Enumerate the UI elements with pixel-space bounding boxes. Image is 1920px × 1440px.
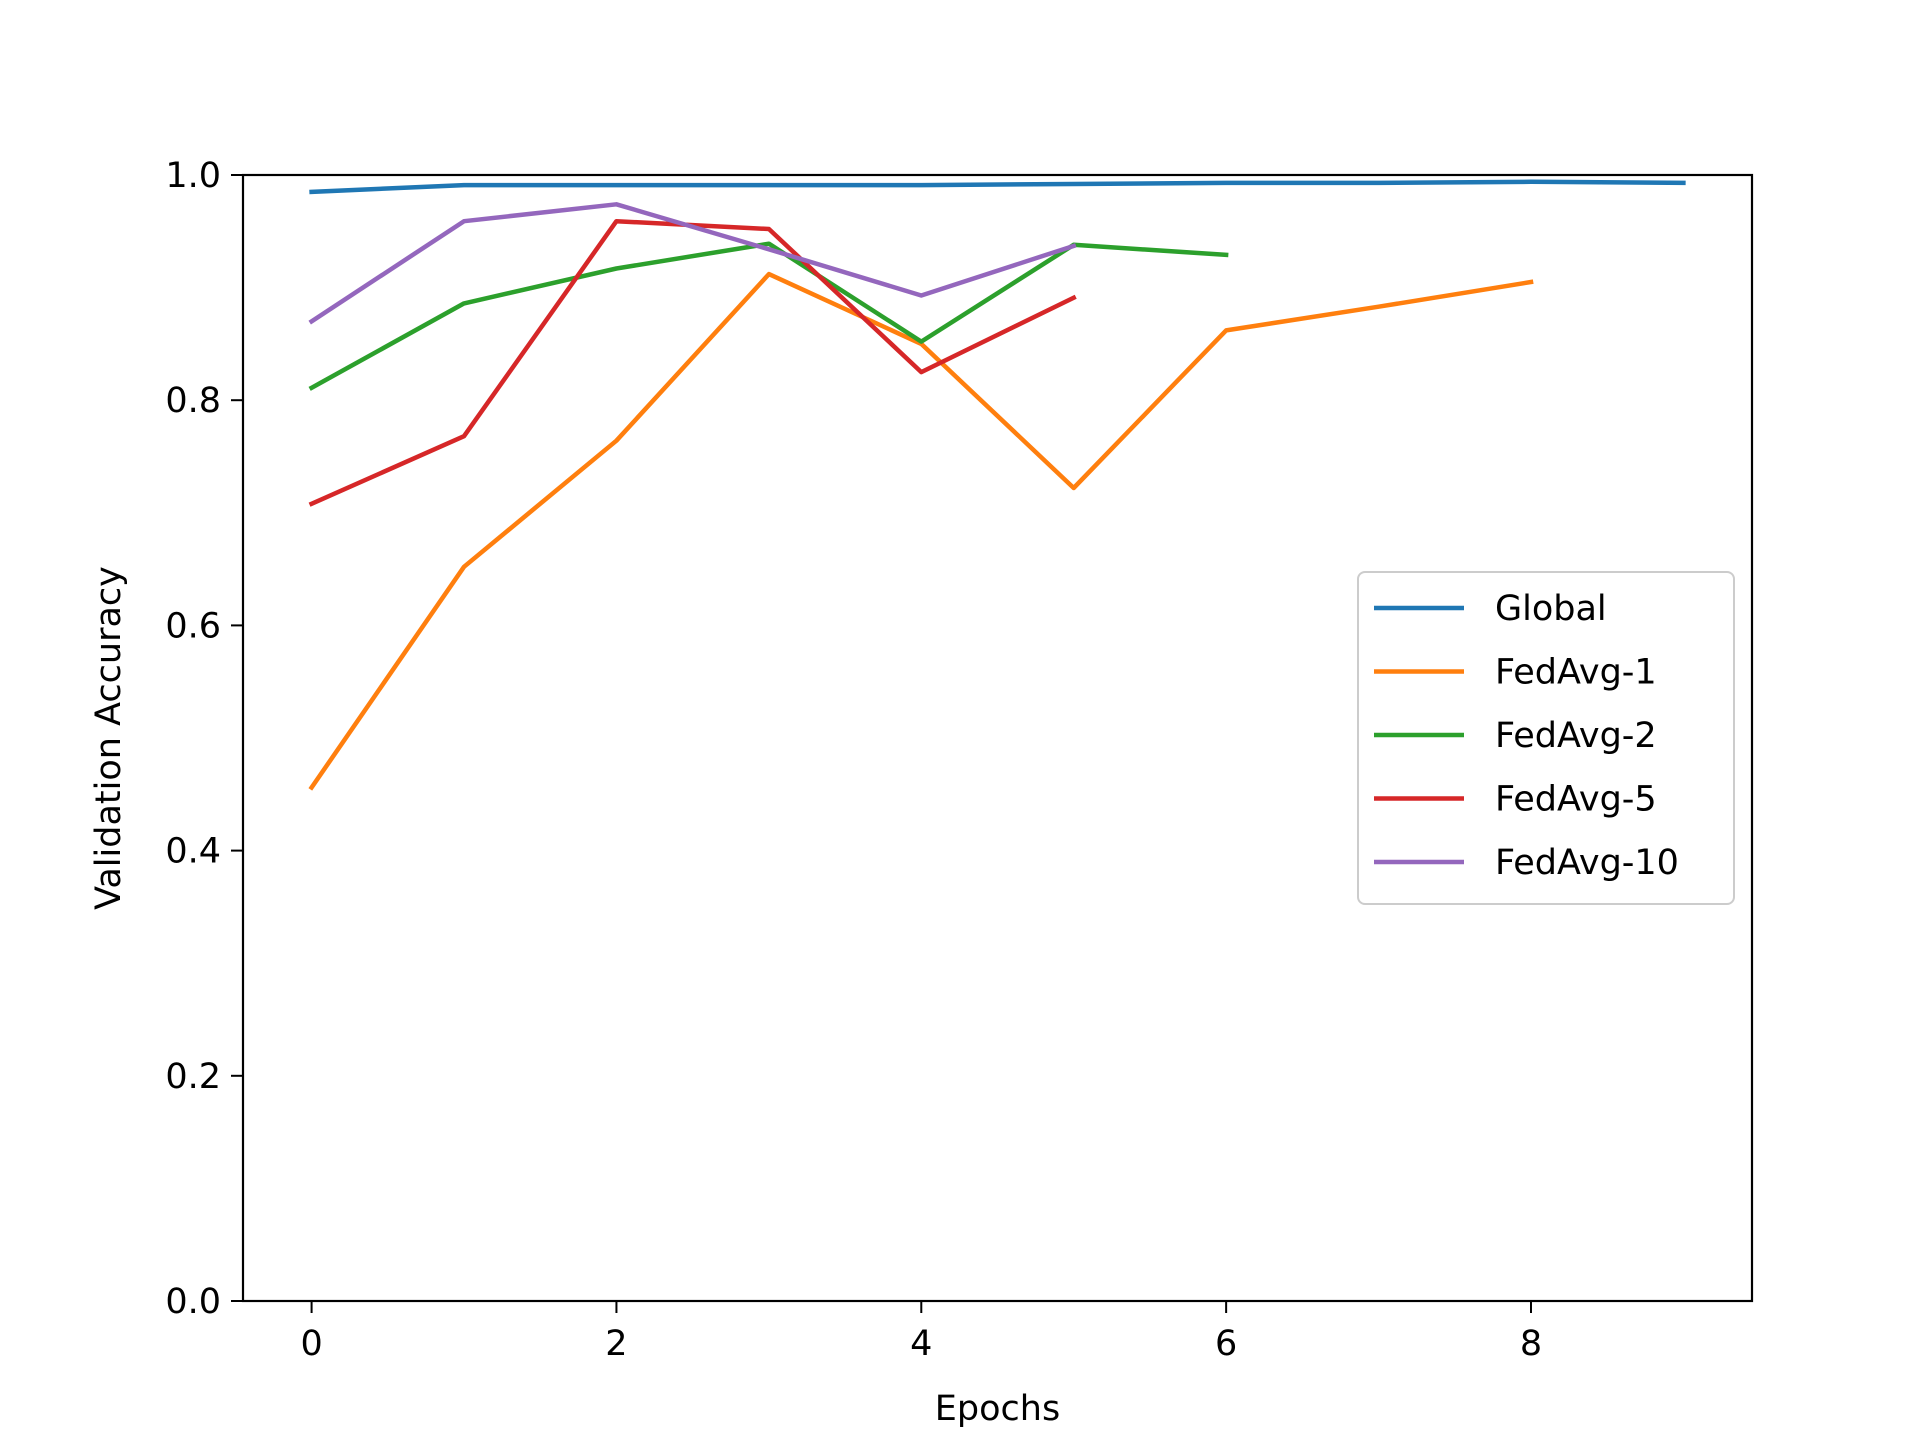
y-axis-label: Validation Accuracy — [89, 566, 129, 910]
legend-label: FedAvg-2 — [1495, 716, 1657, 756]
legend-label: FedAvg-1 — [1495, 653, 1657, 693]
x-tick-label: 2 — [605, 1324, 627, 1364]
y-tick-label: 0.2 — [165, 1057, 221, 1097]
legend-label: FedAvg-5 — [1495, 780, 1657, 820]
series-line-fedavg-10 — [308, 202, 1077, 325]
axes-frame — [241, 173, 1754, 1303]
y-tick-label: 1.0 — [165, 156, 221, 196]
plot-area — [231, 173, 1754, 1313]
y-tick-label: 0.4 — [165, 832, 221, 872]
legend-label: FedAvg-10 — [1495, 843, 1679, 883]
x-tick-label: 6 — [1215, 1324, 1237, 1364]
series-line-global — [309, 179, 1686, 195]
x-tick-label: 4 — [910, 1324, 932, 1364]
y-tick-label: 0.0 — [165, 1282, 221, 1322]
y-tick-label: 0.6 — [165, 606, 221, 646]
x-tick-label: 8 — [1520, 1324, 1542, 1364]
legend-label: Global — [1495, 589, 1607, 629]
y-tick-label: 0.8 — [165, 381, 221, 421]
legend-box — [1357, 571, 1735, 905]
series-line-fedavg-1 — [308, 271, 1534, 791]
x-tick-label: 0 — [300, 1324, 322, 1364]
x-axis-label: Epochs — [935, 1389, 1060, 1429]
legend: Global FedAvg-1 FedAvg-2 FedAvg-5 FedAvg-10 — [1357, 571, 1735, 905]
